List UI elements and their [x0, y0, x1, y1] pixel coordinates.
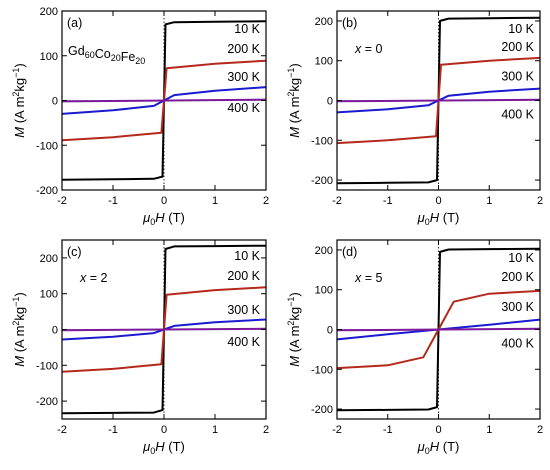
y-axis-label: M (A m2kg−1): [11, 63, 27, 138]
series-label: 10 K: [234, 249, 260, 263]
series-label: 300 K: [227, 303, 260, 317]
series-label: 10 K: [234, 22, 260, 36]
series-label: 400 K: [227, 101, 260, 115]
x-tick-label: 2: [537, 424, 543, 436]
x-tick-label: 2: [263, 195, 269, 207]
y-tick-label: -200: [311, 175, 333, 187]
x-tick-label: 2: [537, 195, 543, 207]
series-line-400k: [61, 98, 267, 103]
x-tick-label: -2: [332, 195, 342, 207]
x-tick-label: 0: [161, 195, 167, 207]
series-label: 10 K: [508, 251, 534, 265]
y-tick-label: 0: [327, 325, 333, 337]
series-label: 300 K: [227, 70, 260, 84]
x-axis-label: μ0H (T): [417, 439, 460, 456]
panel-label: (b): [342, 16, 357, 30]
series-line-400k: [336, 327, 541, 332]
y-tick-label: 0: [327, 96, 333, 108]
chart-panel-d: 10 K 200 K 300 K 400 K -2 -1 0 1 2 -200 -100 0 100 20…: [286, 239, 543, 456]
series-label: 200 K: [501, 40, 534, 54]
composition-label: x = 2: [79, 271, 107, 285]
chart-panel-c: 10 K 200 K 300 K 400 K -2 -1 0 1 2 -200 -100 0 100 20…: [11, 239, 269, 456]
x-tick-label: 2: [263, 424, 269, 436]
y-tick-label: -200: [36, 396, 58, 408]
y-tick-label: -100: [311, 135, 333, 147]
series-label: 400 K: [227, 335, 260, 349]
x-tick-label: -2: [332, 424, 342, 436]
y-tick-label: -200: [36, 185, 58, 197]
x-tick-label: -1: [108, 195, 118, 207]
panel-label: (d): [342, 245, 357, 259]
x-tick-label: 0: [435, 424, 441, 436]
panel-label: (a): [67, 16, 82, 30]
y-tick-label: 100: [40, 289, 58, 301]
y-tick-label: 200: [315, 16, 333, 28]
series-line-400k: [61, 327, 267, 332]
series-line-400k: [336, 98, 541, 103]
series-label: 400 K: [501, 336, 534, 350]
y-axis-label: M (A m2kg−1): [11, 292, 27, 367]
y-axis-label: M (A m2kg−1): [286, 292, 302, 367]
y-axis-label: M (A m2kg−1): [286, 63, 302, 138]
x-tick-label: 0: [435, 195, 441, 207]
chart-panel-a: 10 K 200 K 300 K 400 K -2 -1 0 1 2 -200 -100 0 100 20…: [11, 6, 269, 227]
series-label: 400 K: [501, 107, 534, 121]
y-tick-label: 200: [40, 253, 58, 265]
series-label: 300 K: [501, 70, 534, 84]
y-tick-label: 200: [315, 245, 333, 257]
y-tick-label: 100: [315, 56, 333, 68]
series-label: 200 K: [501, 270, 534, 284]
panel-label: (c): [67, 245, 82, 259]
y-tick-label: -200: [311, 404, 333, 416]
chart-panel-b: 10 K 200 K 300 K 400 K -2 -1 0 1 2 -200 -100 0 100 20…: [286, 10, 543, 227]
y-tick-label: 0: [52, 96, 58, 108]
x-tick-label: -1: [383, 195, 393, 207]
series-label: 200 K: [227, 42, 260, 56]
y-tick-label: 200: [40, 6, 58, 18]
x-tick-label: 1: [486, 195, 492, 207]
series-label: 300 K: [501, 300, 534, 314]
series-label: 200 K: [227, 269, 260, 283]
y-tick-label: -100: [36, 140, 58, 152]
x-axis-label: μ0H (T): [142, 210, 185, 227]
y-tick-label: 100: [40, 51, 58, 63]
x-tick-label: 1: [212, 195, 218, 207]
y-tick-label: 100: [315, 285, 333, 297]
x-axis-label: μ0H (T): [142, 439, 185, 456]
x-tick-label: -2: [57, 195, 67, 207]
y-tick-label: 0: [52, 325, 58, 337]
x-tick-label: -2: [57, 424, 67, 436]
composition-label: x = 0: [354, 42, 382, 56]
x-tick-label: 1: [486, 424, 492, 436]
x-tick-label: 1: [212, 424, 218, 436]
series-label: 10 K: [508, 22, 534, 36]
x-tick-label: -1: [383, 424, 393, 436]
composition-label: Gd60Co20Fe20: [68, 44, 145, 66]
y-tick-label: -100: [36, 360, 58, 372]
x-tick-label: 0: [161, 424, 167, 436]
composition-label: x = 5: [354, 271, 382, 285]
x-tick-label: -1: [108, 424, 118, 436]
y-tick-label: -100: [311, 364, 333, 376]
x-axis-label: μ0H (T): [417, 210, 460, 227]
